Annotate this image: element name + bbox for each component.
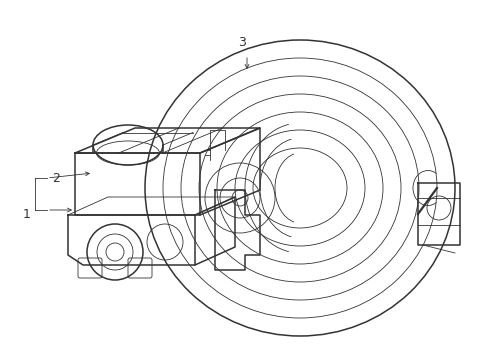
Text: 3: 3: [238, 36, 245, 49]
Text: 1: 1: [23, 208, 31, 221]
Text: 2: 2: [52, 171, 60, 184]
